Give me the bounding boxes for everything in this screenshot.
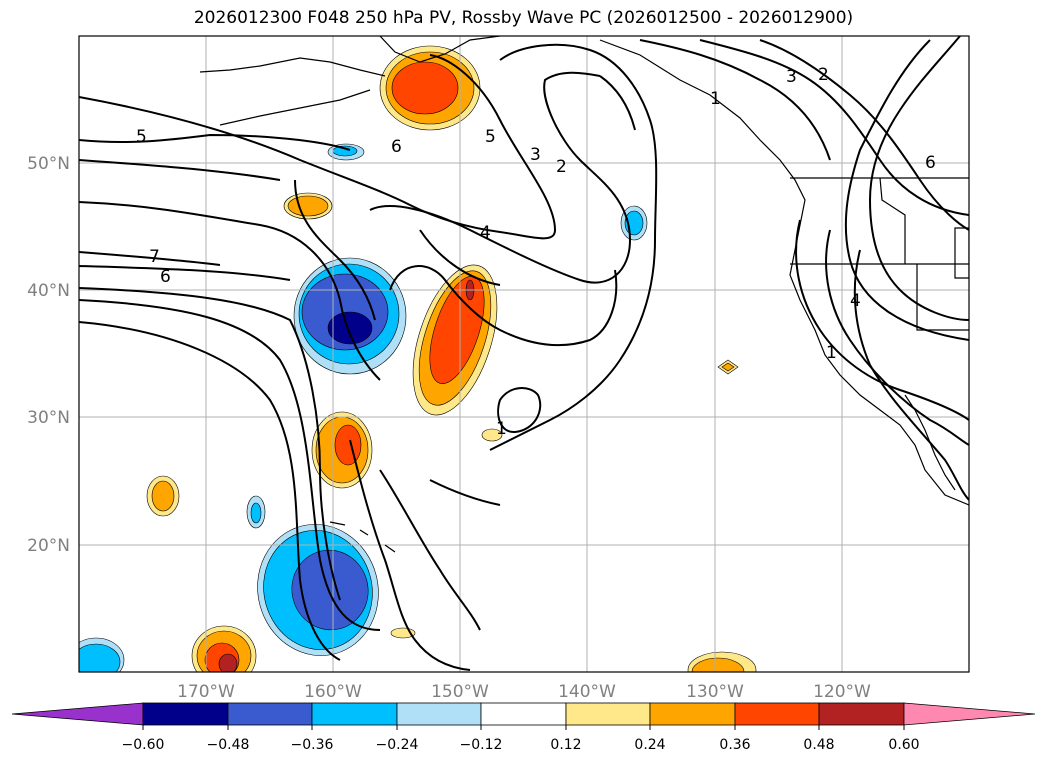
contour-label: 1 (496, 419, 507, 439)
contour-label: 5 (485, 127, 496, 147)
map-frame (78, 35, 970, 673)
lon-label: 150°W (431, 682, 489, 702)
lon-label: 140°W (558, 682, 616, 702)
colorbar-label: −0.60 (122, 737, 165, 753)
contour-label: 3 (530, 145, 541, 165)
colorbar-label: 0.36 (719, 737, 750, 753)
contour-label: 1 (710, 89, 721, 109)
colorbar-swatch (480, 702, 567, 726)
contour-label: 5 (136, 127, 147, 147)
map-panel (79, 36, 969, 672)
colorbar-ticks (142, 725, 905, 730)
lon-label: 120°W (813, 682, 871, 702)
contour-label: 6 (925, 153, 936, 173)
colorbar-label: 0.60 (888, 737, 919, 753)
contour-label: 7 (149, 247, 160, 267)
colorbar-swatch (396, 702, 482, 726)
lat-label: 50°N (27, 154, 70, 174)
colorbar-label: 0.12 (550, 737, 581, 753)
lat-label: 40°N (27, 281, 70, 301)
contour-label: 2 (556, 157, 567, 177)
colorbar-label: −0.24 (376, 737, 419, 753)
contour-label: 1 (826, 343, 837, 363)
colorbar-swatch (649, 702, 736, 726)
longitude-labels: 170°W 160°W 150°W 140°W 130°W 120°W (177, 682, 871, 702)
contour-label: 4 (850, 291, 861, 311)
colorbar-swatch (734, 702, 820, 726)
colorbar (11, 702, 1036, 726)
contour-label: 2 (818, 65, 829, 85)
pv-contour-labels: 5 6 5 3 2 4 7 6 3 2 1 6 4 1 1 (136, 65, 936, 439)
lon-label: 130°W (686, 682, 744, 702)
colorbar-swatch (311, 702, 398, 726)
colorbar-swatch (818, 702, 905, 726)
colorbar-extend-low (11, 702, 144, 726)
colorbar-label: 0.24 (634, 737, 665, 753)
graticule (79, 36, 969, 672)
lat-label: 20°N (27, 536, 70, 556)
pv-anomaly-shading (79, 45, 757, 672)
colorbar-label: −0.36 (291, 737, 334, 753)
map-title: 2026012300 F048 250 hPa PV, Rossby Wave … (193, 8, 854, 28)
contour-label: 4 (480, 223, 491, 243)
colorbar-extend-high (903, 702, 1036, 726)
contour-label: 6 (160, 267, 171, 287)
colorbar-swatch (227, 702, 313, 726)
lat-label: 30°N (27, 408, 70, 428)
colorbar-labels: −0.60 −0.48 −0.36 −0.24 −0.12 0.12 0.24 … (122, 737, 920, 753)
colorbar-label: −0.48 (207, 737, 250, 753)
latitude-labels: 50°N 40°N 30°N 20°N (27, 154, 70, 556)
lon-label: 170°W (177, 682, 235, 702)
colorbar-label: 0.48 (803, 737, 834, 753)
lon-label: 160°W (304, 682, 362, 702)
contour-label: 6 (391, 137, 402, 157)
coastlines (199, 36, 969, 553)
contour-label: 3 (786, 67, 797, 87)
colorbar-label: −0.12 (460, 737, 503, 753)
colorbar-swatch (565, 702, 651, 726)
pv-contours (79, 36, 969, 671)
colorbar-swatch (142, 702, 229, 726)
